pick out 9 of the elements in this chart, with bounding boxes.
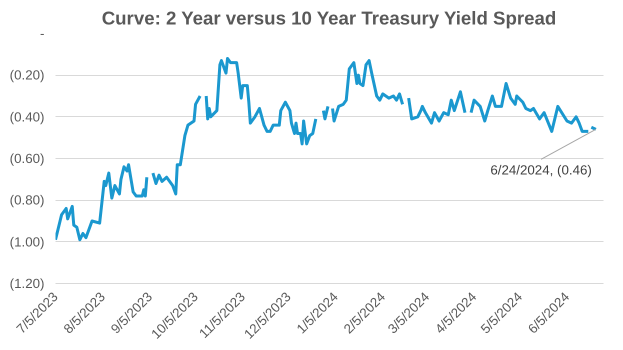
- y-tick-label: (0.40): [10, 109, 45, 124]
- y-tick-label: (1.00): [10, 234, 45, 250]
- y-tick-label: (1.20): [10, 276, 45, 291]
- y-tick-label: (0.80): [10, 192, 45, 208]
- annotation: 6/24/2024, (0.46): [490, 162, 592, 178]
- y-tick-label: -: [40, 26, 45, 41]
- chart-title: Curve: 2 Year versus 10 Year Treasury Yield Spread: [102, 8, 556, 28]
- y-tick-label: (0.20): [10, 68, 45, 83]
- y-tick-label: (0.60): [10, 151, 45, 166]
